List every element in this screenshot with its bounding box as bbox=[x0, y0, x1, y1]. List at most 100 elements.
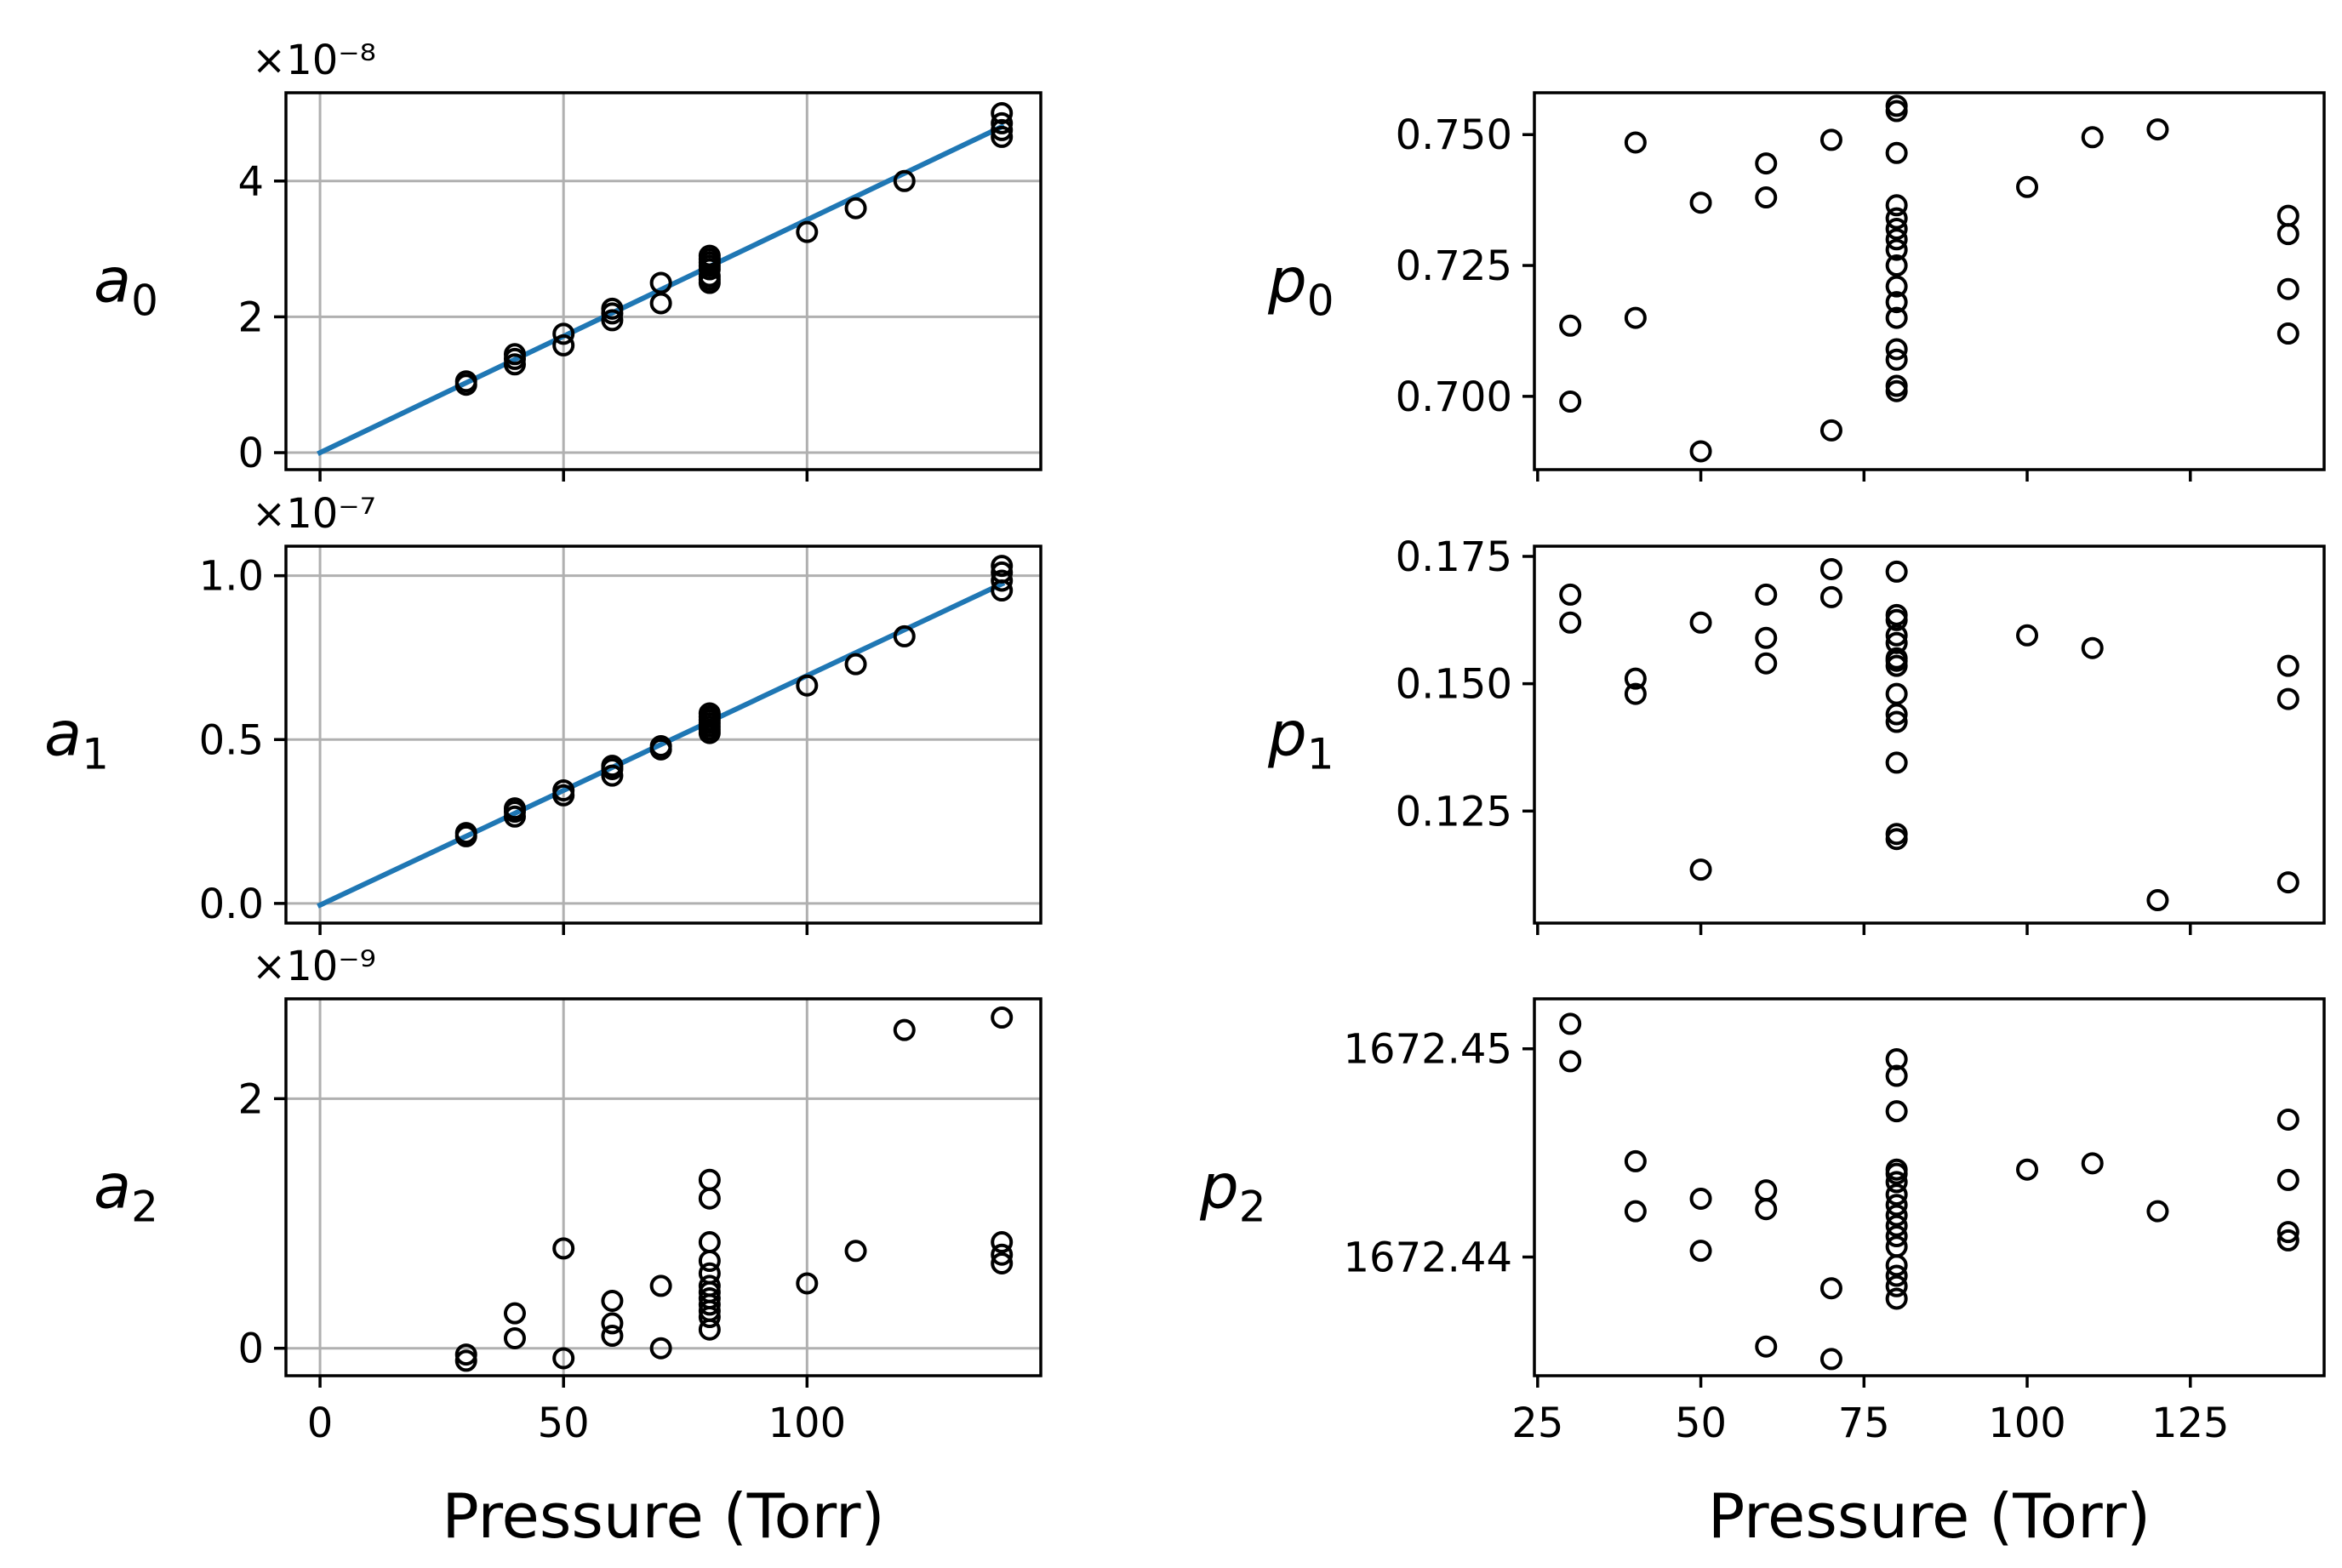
data-point bbox=[503, 343, 526, 366]
y-tick-label: 0 bbox=[237, 1326, 264, 1373]
y-tick-label: 0.150 bbox=[1396, 661, 1512, 709]
y-tick-label: 4 bbox=[237, 158, 264, 206]
data-point bbox=[601, 764, 624, 787]
data-point bbox=[991, 561, 1014, 584]
y-axis-label-subscript: 2 bbox=[1239, 1183, 1266, 1232]
data-point bbox=[552, 1237, 575, 1260]
data-point bbox=[2081, 636, 2104, 659]
data-point bbox=[454, 1343, 477, 1366]
axes-frame bbox=[1533, 997, 2326, 1377]
y-tick-label: 1672.45 bbox=[1344, 1026, 1513, 1074]
data-point bbox=[552, 322, 575, 345]
data-point bbox=[1819, 557, 1842, 580]
data-point bbox=[698, 244, 721, 267]
data-point bbox=[2146, 889, 2169, 912]
subplot-a1: 0.0 0.5 1.0 ×10⁻⁷ a1 bbox=[44, 490, 1042, 935]
data-point bbox=[1885, 1064, 1908, 1087]
data-point bbox=[1885, 1194, 1908, 1217]
data-point bbox=[2016, 175, 2039, 198]
y-tick-label: 0.750 bbox=[1396, 111, 1512, 159]
x-axis-label: Pressure (Torr) bbox=[442, 1480, 884, 1552]
data-point bbox=[991, 1006, 1014, 1029]
data-point bbox=[991, 569, 1014, 592]
data-point bbox=[2276, 322, 2299, 345]
y-axis-label-symbol: p bbox=[1199, 1151, 1239, 1223]
data-point bbox=[1559, 314, 1582, 337]
data-point bbox=[2016, 624, 2039, 647]
data-point bbox=[601, 309, 624, 332]
data-point bbox=[1885, 217, 1908, 240]
data-point bbox=[1755, 186, 1778, 209]
data-point bbox=[1885, 1204, 1908, 1227]
data-point bbox=[1689, 611, 1712, 634]
data-point bbox=[503, 1302, 526, 1325]
axes-frame bbox=[284, 91, 1042, 471]
offset-text: ×10⁻⁹ bbox=[252, 943, 376, 990]
data-point bbox=[1559, 1050, 1582, 1073]
data-point bbox=[991, 1231, 1014, 1254]
data-point bbox=[1624, 1200, 1647, 1223]
data-point bbox=[1885, 1214, 1908, 1237]
data-point bbox=[552, 334, 575, 356]
data-point bbox=[1819, 419, 1842, 442]
data-point bbox=[1885, 207, 1908, 230]
data-point bbox=[1819, 128, 1842, 151]
data-point bbox=[649, 1337, 672, 1360]
y-axis-label: a2 bbox=[94, 1151, 158, 1232]
fit-line bbox=[317, 580, 1006, 909]
data-point bbox=[601, 1289, 624, 1312]
data-point bbox=[2081, 126, 2104, 149]
data-point bbox=[1885, 682, 1908, 705]
data-point bbox=[1624, 1149, 1647, 1172]
x-tick-label: 50 bbox=[538, 1400, 590, 1447]
y-tick-label: 0.0 bbox=[199, 881, 264, 928]
data-point bbox=[1885, 94, 1908, 117]
y-tick-label: 0.725 bbox=[1396, 242, 1512, 290]
data-point bbox=[1885, 1100, 1908, 1123]
data-point bbox=[1885, 1264, 1908, 1287]
data-point bbox=[1885, 1183, 1908, 1206]
data-point bbox=[1689, 1187, 1712, 1210]
data-point bbox=[1559, 583, 1582, 606]
data-point bbox=[1885, 228, 1908, 251]
data-point bbox=[601, 297, 624, 320]
data-point bbox=[1624, 306, 1647, 329]
x-tick-label: 50 bbox=[1675, 1400, 1727, 1447]
y-axis-label-subscript: 1 bbox=[1307, 730, 1334, 779]
data-point bbox=[1689, 440, 1712, 463]
data-point bbox=[601, 1312, 624, 1335]
data-point bbox=[893, 624, 916, 647]
offset-text: ×10⁻⁸ bbox=[252, 37, 376, 84]
axes-frame bbox=[284, 545, 1042, 925]
data-point bbox=[649, 271, 672, 294]
y-tick-label: 0.5 bbox=[199, 716, 264, 764]
data-point bbox=[2146, 118, 2169, 141]
y-axis-label-subscript: 0 bbox=[1307, 277, 1334, 326]
data-point bbox=[454, 370, 477, 393]
data-point bbox=[2276, 1229, 2299, 1252]
data-point bbox=[2016, 1158, 2039, 1181]
data-point bbox=[1559, 611, 1582, 634]
data-point bbox=[1559, 391, 1582, 413]
subplot-p0: 0.700 0.725 0.750 p0 bbox=[1267, 91, 2326, 482]
data-point bbox=[893, 1018, 916, 1041]
data-point bbox=[552, 778, 575, 801]
data-point bbox=[1885, 374, 1908, 397]
data-point bbox=[1885, 141, 1908, 164]
data-point bbox=[1885, 1225, 1908, 1248]
x-tick-label: 125 bbox=[2151, 1400, 2230, 1447]
data-point bbox=[2276, 1168, 2299, 1191]
data-point bbox=[552, 1347, 575, 1370]
data-point bbox=[1819, 1348, 1842, 1371]
data-point bbox=[991, 125, 1014, 148]
data-point bbox=[698, 271, 721, 294]
data-point bbox=[454, 1349, 477, 1372]
data-point bbox=[1885, 291, 1908, 314]
data-point bbox=[649, 292, 672, 315]
y-axis-label-symbol: p bbox=[1267, 698, 1307, 770]
offset-text: ×10⁻⁷ bbox=[252, 490, 376, 538]
data-point bbox=[1885, 275, 1908, 298]
data-point bbox=[1624, 667, 1647, 690]
